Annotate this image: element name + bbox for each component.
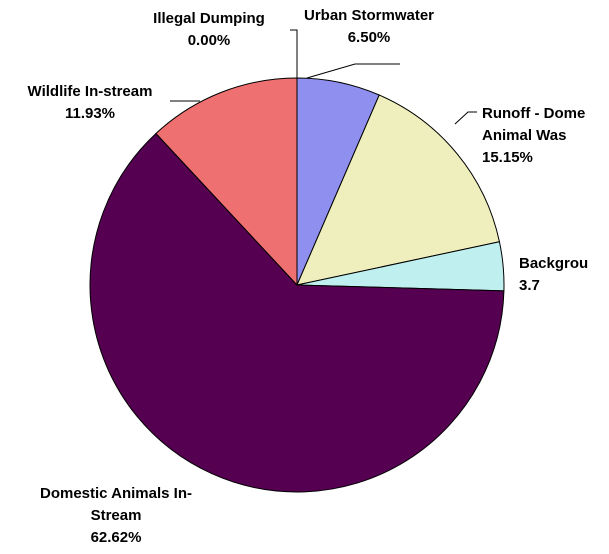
leader-line-runoff-domestic-animal-waste	[454, 111, 477, 125]
slice-label-line: 3.7	[519, 277, 540, 294]
slice-label-line: Illegal Dumping	[153, 10, 265, 27]
slice-label-line: Urban Stormwater	[304, 7, 434, 24]
slice-label-line: Wildlife In-stream	[28, 83, 153, 100]
slice-label-line: 11.93%	[65, 105, 115, 122]
pie-slice-domestic-animals-in-stream	[89, 132, 505, 493]
leader-line-urban-stormwater	[306, 63, 400, 79]
slice-label-line: 15.15%	[482, 149, 533, 166]
slice-label-illegal-dumping: Illegal Dumping 0.00%	[153, 10, 265, 49]
pie-slice-runoff-domestic-animal-waste	[296, 94, 501, 286]
slice-label-domestic-animals-in-stream: Domestic Animals In- Stream 62.62%	[40, 485, 192, 546]
slice-label-line: 0.00%	[188, 32, 231, 49]
slice-label-line: Stream	[91, 507, 142, 524]
slice-label-line: 62.62%	[91, 529, 142, 546]
slice-label-background: Backgrou 3.7	[519, 255, 588, 294]
slice-label-line: Runoff - Dome	[482, 105, 585, 122]
pie-slice-wildlife-in-stream	[155, 77, 298, 287]
slice-label-line: Backgrou	[519, 255, 588, 272]
slice-label-wildlife-in-stream: Wildlife In-stream 11.93%	[28, 83, 153, 122]
slice-label-line: 6.50%	[348, 29, 391, 46]
leader-line-illegal-dumping	[290, 29, 298, 78]
labels-layer: Urban Stormwater 6.50% Runoff - Dome Animal…	[28, 7, 589, 546]
slices-layer	[89, 77, 505, 493]
leader-lines-layer	[170, 29, 477, 125]
slice-label-urban-stormwater: Urban Stormwater 6.50%	[304, 7, 434, 46]
slice-label-line: Domestic Animals In-	[40, 485, 192, 502]
slice-label-runoff-domestic-animal-waste: Runoff - Dome Animal Was 15.15%	[482, 105, 585, 166]
slice-label-line: Animal Was	[482, 127, 566, 144]
